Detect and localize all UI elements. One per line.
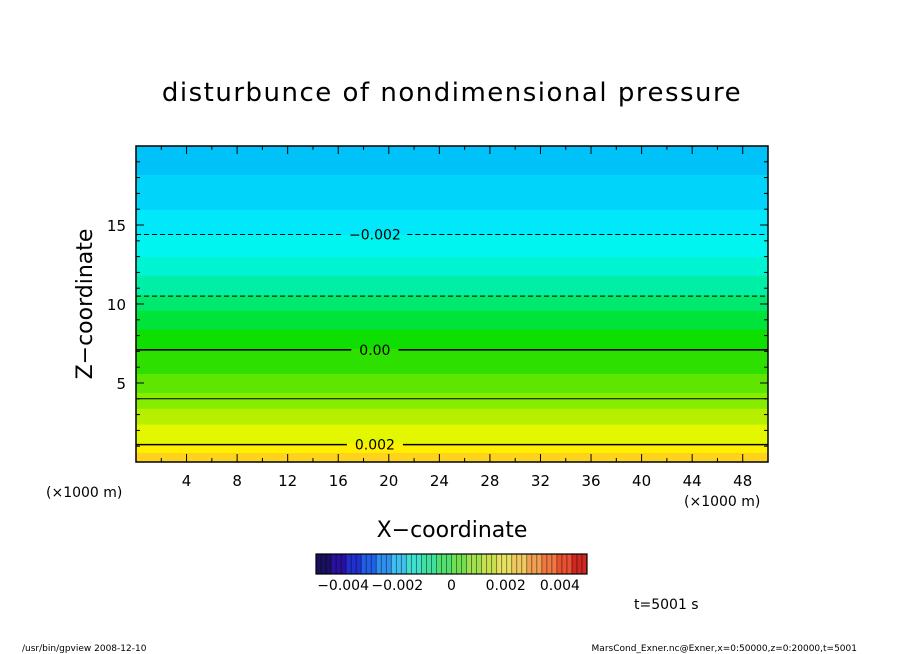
x-unit-left: (×1000 m) [46,485,122,501]
colorbar-segment [511,554,528,574]
colorbar-segment [346,554,362,574]
fill-band-0 [136,452,768,463]
x-tick-label: 40 [632,472,651,490]
colorbar-segment [361,554,377,574]
colorbar-tick-label: 0.004 [540,578,580,594]
y-tick-label: 15 [107,217,126,235]
colorbar-segment [556,554,573,574]
fill-band-5 [136,373,768,393]
colorbar-tick-label: 0 [447,578,456,594]
colorbar-segment [541,554,558,574]
x-tick-label: 20 [379,472,398,490]
fill-band-9 [136,294,768,311]
fill-band-14 [136,174,768,210]
x-tick-label: 24 [430,472,449,490]
y-tick-label: 10 [107,296,126,314]
y-tick-label: 5 [116,375,126,393]
colorbar-segment [331,554,347,574]
contour-label-2: 0.00 [359,343,390,359]
footer-left: /usr/bin/gpview 2008-12-10 [22,644,147,654]
x-tick-label: 36 [581,472,600,490]
colorbar-segment [391,554,407,574]
fill-band-1 [136,443,768,454]
colorbar-segment [526,554,543,574]
x-tick-label: 48 [733,472,752,490]
fill-band-8 [136,310,768,330]
colorbar-segment [436,554,452,574]
y-axis-label: Z−coordinate [73,229,98,380]
x-axis-ticks: 4 8 12 16 20 24 28 32 36 40 44 48 [135,146,769,490]
fill-band-7 [136,329,768,349]
fill-band-6 [136,348,768,375]
contour-label-0: −0.002 [349,227,401,243]
x-tick-label: 44 [683,472,702,490]
colorbar-tick-label: 0.002 [486,578,526,594]
colorbar-segment [571,554,588,574]
fill-band-11 [136,256,768,277]
x-tick-label: 8 [232,472,242,490]
x-tick-label: 16 [329,472,348,490]
fill-band-4 [136,392,768,409]
colorbar-frame [315,553,588,575]
colorbar-tick-label: −0.002 [371,578,423,594]
time-label: t=5001 s [634,597,699,613]
chart-title: disturbunce of nondimensional pressure [162,78,742,108]
fill-band-13 [136,209,768,235]
footer-right: MarsCond_Exner.nc@Exner,x=0:50000,z=0:20… [592,644,857,654]
colorbar-segment [376,554,392,574]
contour-label-4: 0.002 [355,438,395,454]
colorbar-segment [451,554,468,574]
y-axis-ticks: 5 10 15 [107,145,768,463]
x-unit-right: (×1000 m) [684,494,760,510]
fill-band-3 [136,408,768,425]
colorbar-segment [496,554,513,574]
x-tick-label: 12 [278,472,297,490]
contour-fill-bands [136,146,768,463]
colorbar-segment [421,554,437,574]
fill-band-10 [136,275,768,296]
x-axis-label: X−coordinate [377,518,528,543]
colorbar-segment [406,554,422,574]
colorbar-segment [466,554,483,574]
x-tick-label: 4 [182,472,192,490]
colorbar-segment [316,554,332,574]
colorbar-tick-label: −0.004 [317,578,369,594]
x-tick-label: 28 [480,472,499,490]
colorbar: −0.004 −0.002 0 0.002 0.004 [315,553,588,594]
fill-band-15 [136,146,768,175]
fill-band-2 [136,424,768,444]
contour-lines: −0.002 0.00 0.002 [136,227,768,454]
colorbar-segment [481,554,498,574]
fill-band-12 [136,234,768,258]
x-tick-label: 32 [531,472,550,490]
